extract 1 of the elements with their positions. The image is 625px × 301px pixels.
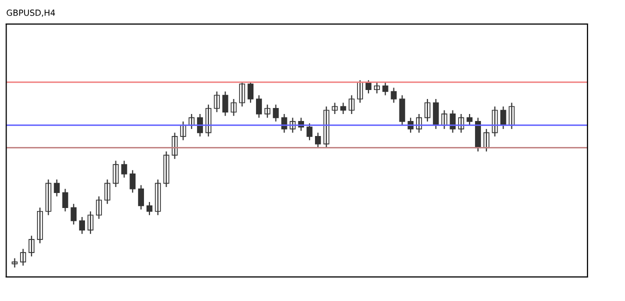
chart-title: GBPUSD,H4 <box>6 10 56 17</box>
